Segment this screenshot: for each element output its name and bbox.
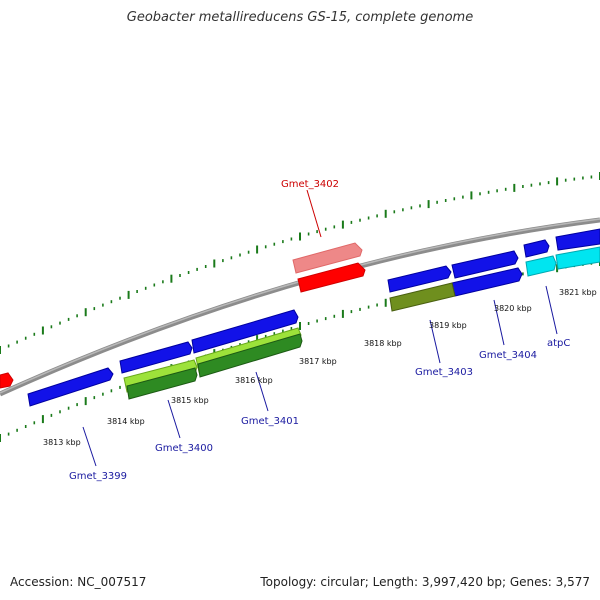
leader-gmet-3404 <box>493 299 505 346</box>
gene-blue-upper-right-2[interactable] <box>555 228 600 251</box>
scale-label-3820: 3820 kbp <box>494 304 532 313</box>
gene-label-gmet-3402[interactable]: Gmet_3402 <box>281 179 339 190</box>
cds-3403-olive[interactable] <box>389 282 456 312</box>
gene-cyan-1[interactable] <box>525 255 557 277</box>
gene-cyan-2[interactable] <box>555 246 600 270</box>
gene-label-gmet-3403[interactable]: Gmet_3403 <box>415 367 473 378</box>
gene-red-left-edge[interactable] <box>0 372 14 389</box>
genome-summary: Topology: circular; Length: 3,997,420 bp… <box>260 575 590 589</box>
gene-blue-3403-top[interactable] <box>387 265 452 293</box>
gene-blue-3401-upper[interactable] <box>191 309 299 354</box>
gene-red-forward[interactable] <box>297 262 366 293</box>
gene-label-gmet-3404[interactable]: Gmet_3404 <box>479 350 537 361</box>
scale-label-3817: 3817 kbp <box>299 357 337 366</box>
gene-blue-3404-top[interactable] <box>451 250 519 279</box>
leader-gmet-3402 <box>306 189 322 238</box>
gene-label-gmet-3400[interactable]: Gmet_3400 <box>155 443 213 454</box>
gene-blue-upper-right-1[interactable] <box>523 239 550 258</box>
gene-blue-3400-upper[interactable] <box>119 341 193 374</box>
scale-label-3818: 3818 kbp <box>364 339 402 348</box>
gene-labels: Gmet_3402 Gmet_3399 Gmet_3400 Gmet_3401 … <box>69 179 570 482</box>
scale-label-3813: 3813 kbp <box>43 438 81 447</box>
gene-blue-3399[interactable] <box>27 367 114 407</box>
leader-gmet-3401 <box>255 371 269 412</box>
gene-gmet-3402-pink[interactable] <box>292 242 363 274</box>
leader-gmet-3403 <box>429 319 441 364</box>
scale-label-3821: 3821 kbp <box>559 288 597 297</box>
scale-label-3815: 3815 kbp <box>171 396 209 405</box>
accession-label: Accession: NC_007517 <box>10 575 147 589</box>
scale-label-3814: 3814 kbp <box>107 417 145 426</box>
scale-labels: 3813 kbp 3814 kbp 3815 kbp 3816 kbp 3817… <box>43 288 597 447</box>
cds-3400-darkgreen[interactable] <box>126 367 198 400</box>
genome-title: Geobacter metallireducens GS-15, complet… <box>126 10 474 25</box>
leader-gmet-3399 <box>82 426 97 467</box>
scale-label-3816: 3816 kbp <box>235 376 273 385</box>
leader-atpc <box>545 285 558 335</box>
leader-gmet-3400 <box>167 399 181 439</box>
scale-label-3819: 3819 kbp <box>429 321 467 330</box>
cds-3401-darkgreen[interactable] <box>197 333 303 378</box>
gene-label-gmet-3401[interactable]: Gmet_3401 <box>241 416 299 427</box>
gene-label-atpc[interactable]: atpC <box>547 338 570 349</box>
outer-tick-track <box>0 172 600 354</box>
gene-label-gmet-3399[interactable]: Gmet_3399 <box>69 471 127 482</box>
